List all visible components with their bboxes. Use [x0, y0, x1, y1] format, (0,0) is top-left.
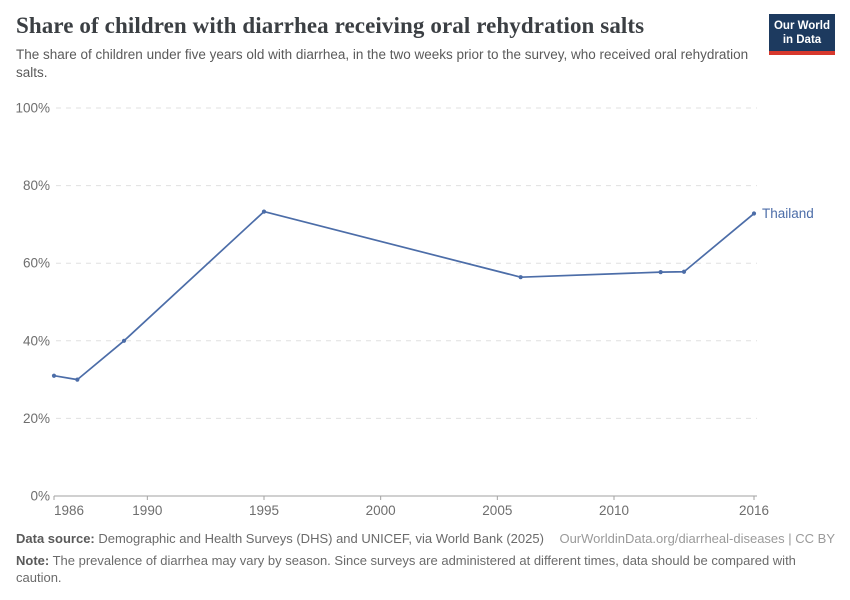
data-point — [658, 270, 663, 275]
x-tick-label: 2000 — [366, 503, 396, 518]
note-label: Note: — [16, 552, 50, 568]
data-point — [518, 275, 523, 280]
x-tick-label: 2005 — [482, 503, 512, 518]
y-tick-label: 80% — [23, 178, 50, 193]
data-point — [121, 338, 127, 343]
data-point — [261, 209, 267, 214]
x-tick-label: 1986 — [54, 503, 84, 518]
owid-logo-line2: in Data — [782, 34, 822, 47]
owid-cc-link[interactable]: OurWorldinData.org/diarrheal-diseases | … — [559, 531, 835, 546]
note-value: The prevalence of diarrhea may vary by s… — [16, 552, 796, 585]
y-tick-label: 60% — [23, 256, 50, 271]
datasource-label: Data source: — [16, 531, 95, 546]
data-point — [51, 373, 57, 378]
owid-logo-line1: Our World — [773, 20, 830, 32]
datasource-text: Data source: Demographic and Health Surv… — [16, 531, 544, 548]
chart-subtitle: The share of children under five years o… — [16, 47, 749, 81]
datasource-value: Demographic and Health Surveys (DHS) and… — [94, 531, 544, 546]
data-point — [75, 377, 80, 382]
y-tick-label: 20% — [23, 411, 50, 426]
y-tick-label: 40% — [23, 333, 50, 348]
footer-row-datasource: Data source: Demographic and Health Surv… — [16, 531, 835, 548]
chart-footer: Data source: Demographic and Health Surv… — [16, 531, 835, 587]
owid-logo[interactable]: Our World in Data — [769, 14, 835, 56]
y-tick-label: 0% — [30, 489, 50, 504]
series-line — [53, 210, 755, 381]
x-tick-label: 1990 — [132, 503, 162, 518]
series-label: Thailand — [762, 206, 814, 221]
y-tick-label: 100% — [15, 101, 50, 116]
data-point — [751, 211, 757, 216]
x-tick-label: 2016 — [739, 503, 769, 518]
page-title: Share of children with diarrhea receivin… — [16, 13, 645, 38]
footer-note: Note: The prevalence of diarrhea may var… — [16, 553, 835, 587]
chart-header: Share of children with diarrhea receivin… — [16, 13, 835, 82]
data-point — [681, 269, 687, 274]
x-tick-label: 1995 — [249, 503, 279, 518]
x-tick-label: 2010 — [599, 503, 629, 518]
